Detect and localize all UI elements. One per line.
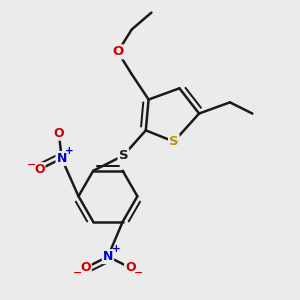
Text: N: N: [103, 250, 113, 263]
Text: O: O: [53, 127, 64, 140]
Text: N: N: [56, 152, 67, 165]
Text: O: O: [125, 261, 136, 274]
Text: −: −: [27, 160, 36, 170]
Text: +: +: [65, 146, 74, 156]
Text: S: S: [118, 149, 128, 162]
Text: O: O: [34, 163, 44, 176]
Text: S: S: [169, 135, 178, 148]
Text: −: −: [134, 268, 143, 278]
Text: +: +: [111, 244, 120, 254]
Text: −: −: [72, 268, 82, 278]
Text: O: O: [80, 261, 91, 274]
Text: O: O: [112, 45, 123, 58]
